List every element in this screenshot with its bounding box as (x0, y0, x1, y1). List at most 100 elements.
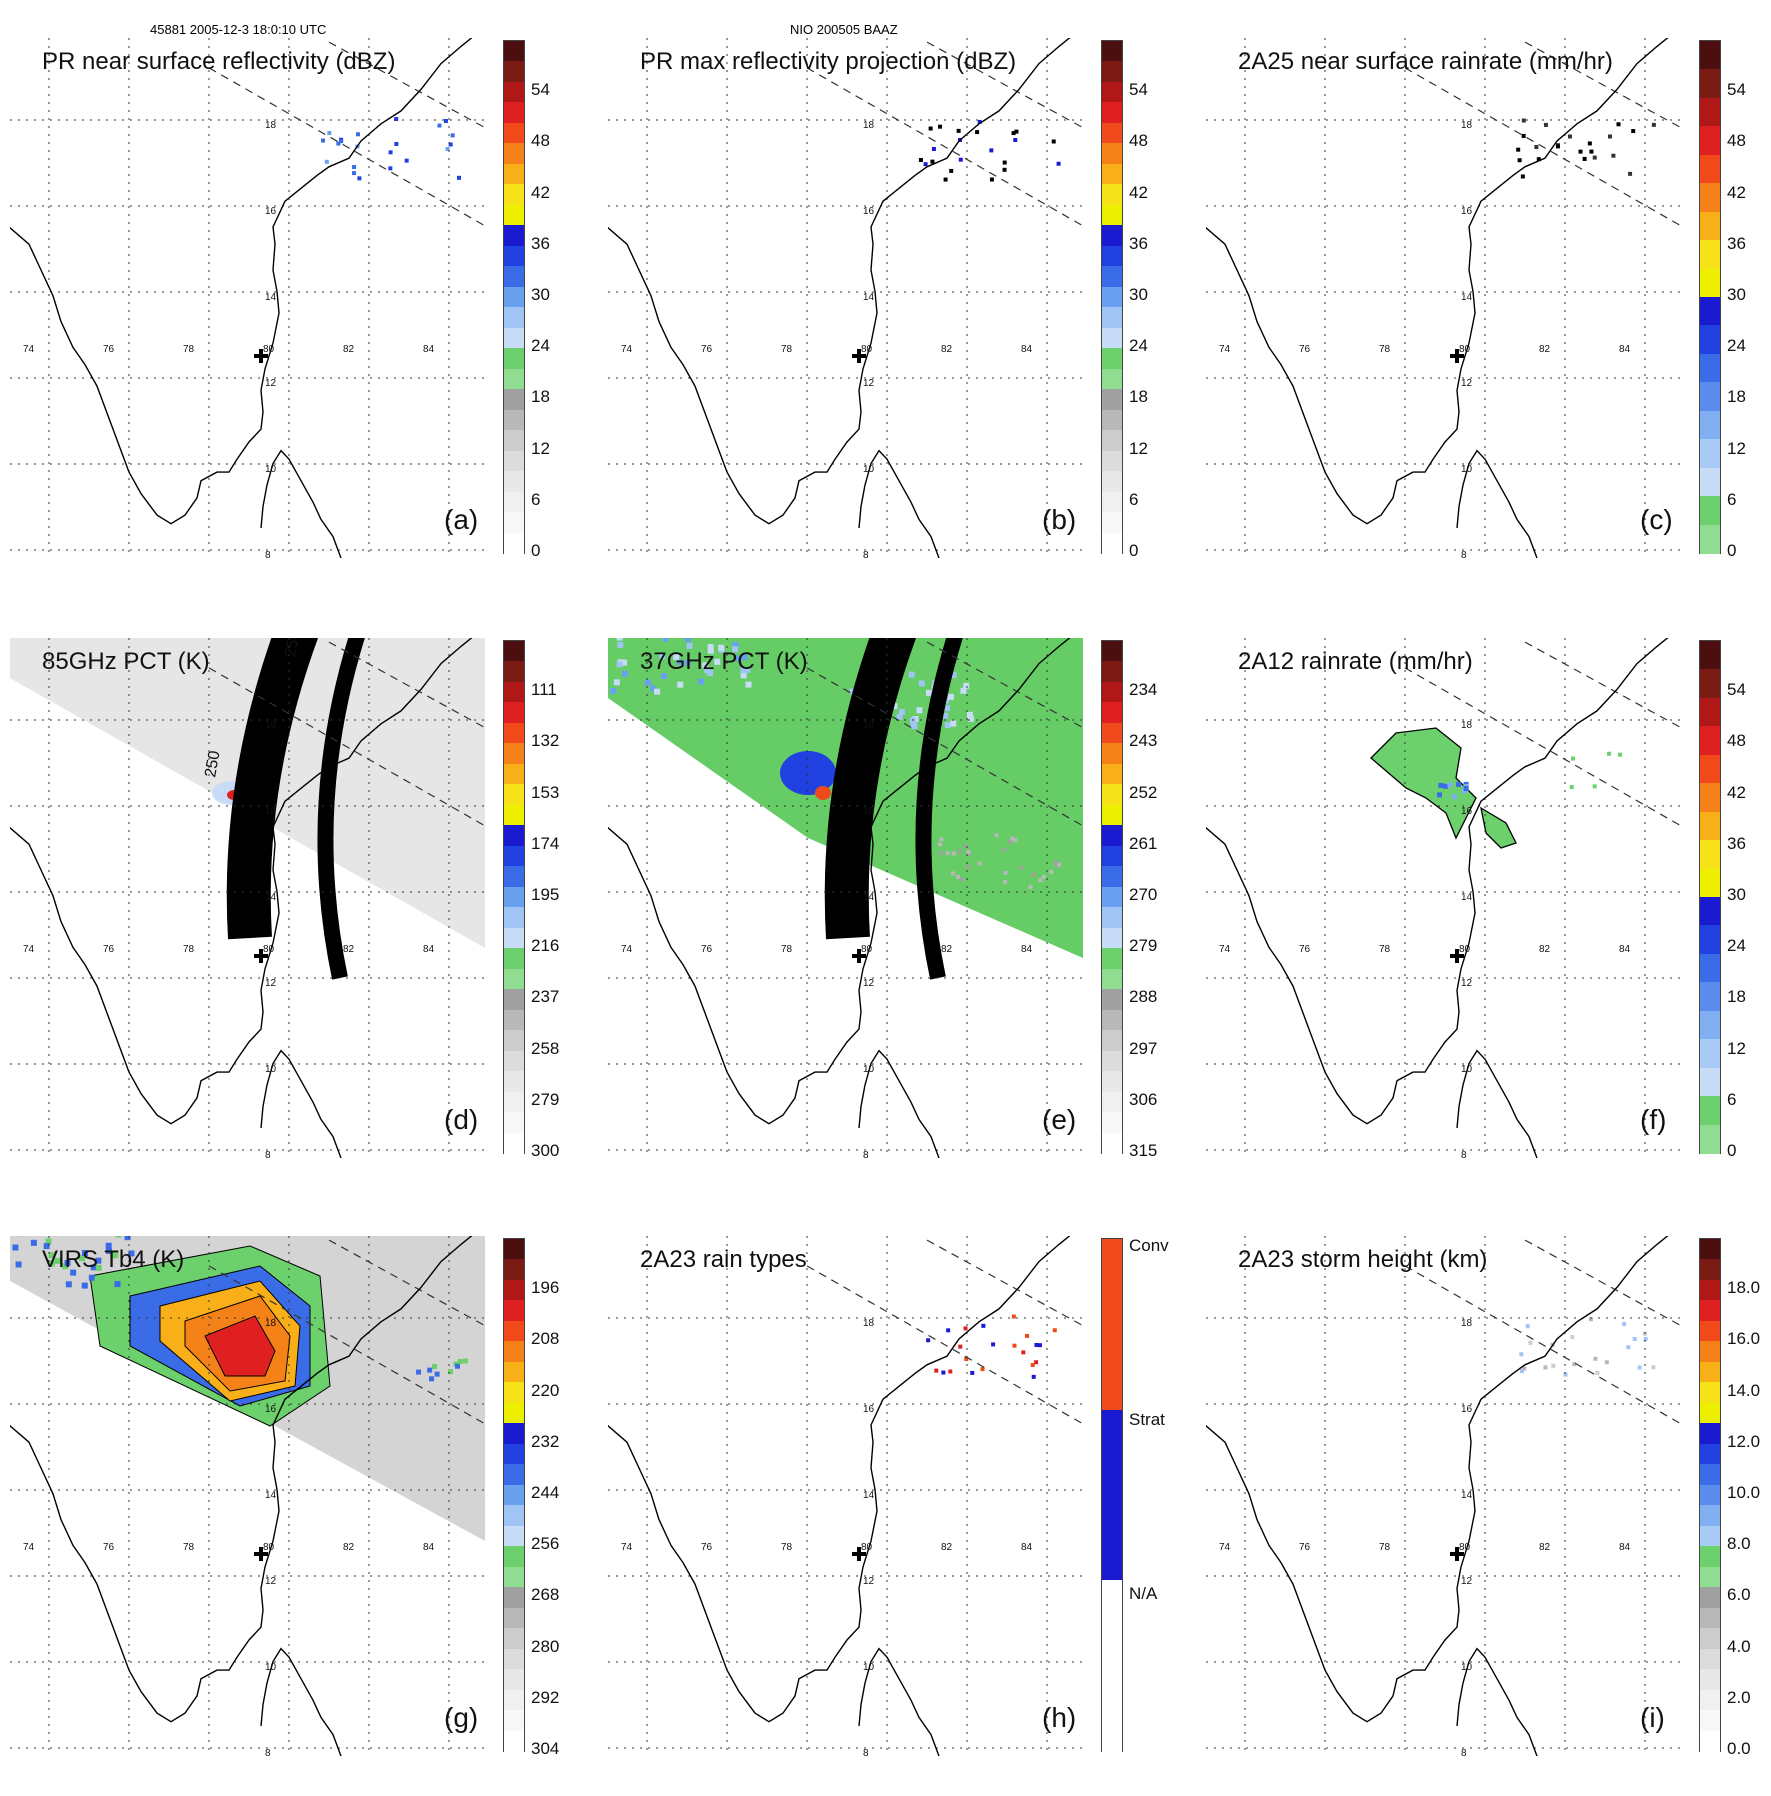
lon-label: 82 (1539, 1542, 1551, 1553)
rain-pixel (614, 679, 620, 685)
lon-label: 76 (103, 1542, 115, 1553)
colorbar-swatch (1102, 266, 1122, 287)
colorbar-tick: 6 (1727, 1090, 1736, 1110)
rain-pixel (950, 721, 956, 727)
rain-pixel (1012, 1315, 1016, 1319)
rain-pixel (1622, 1322, 1626, 1326)
rain-pixel (427, 1368, 432, 1373)
rain-pixel (455, 1364, 460, 1369)
colorbar-swatch (1102, 969, 1122, 990)
colorbar-tick: 208 (531, 1329, 559, 1349)
rain-pixel (1583, 157, 1587, 161)
colorbar-swatch (1102, 348, 1122, 369)
colorbar-swatch (504, 307, 524, 328)
rain-pixel (966, 865, 970, 869)
colorbar-tick: 216 (531, 936, 559, 956)
rain-pixel (1579, 150, 1583, 154)
colorbar-swatch (1102, 805, 1122, 826)
colorbar-tick: N/A (1129, 1584, 1157, 1604)
colorbar-tick: 24 (531, 336, 550, 356)
colorbar-swatch (1700, 1382, 1720, 1403)
colorbar-tick: 12 (1129, 439, 1148, 459)
colorbar-tick: 252 (1129, 783, 1157, 803)
pr-swath-boundary (1405, 68, 1681, 244)
colorbar-tick: 174 (531, 834, 559, 854)
rain-pixel (1518, 158, 1522, 162)
rain-pixel (1543, 1365, 1547, 1369)
lon-label: 76 (1299, 944, 1311, 955)
rain-pixel (125, 1236, 131, 1240)
colorbar-tick: 10.0 (1727, 1483, 1760, 1503)
lat-label: 8 (1461, 1748, 1467, 1756)
lon-label: 78 (183, 344, 195, 355)
colorbar-frame (503, 640, 525, 1154)
lat-label: 18 (863, 120, 875, 131)
colorbar-swatch (504, 1690, 524, 1711)
colorbar-swatch (1700, 325, 1720, 354)
lon-label: 78 (1379, 944, 1391, 955)
colorbar-swatch (504, 164, 524, 185)
lon-label: 76 (701, 344, 713, 355)
colorbar-tick: 0 (1129, 541, 1138, 561)
lon-label: 78 (183, 1542, 195, 1553)
lat-label: 14 (265, 1490, 277, 1501)
rain-pixel (1057, 162, 1061, 166)
colorbar-swatch (1102, 1239, 1122, 1410)
rain-pixel (1521, 174, 1525, 178)
colorbar-tick: 36 (1727, 234, 1746, 254)
colorbar-swatch (504, 764, 524, 785)
colorbar-swatch (1700, 1628, 1720, 1649)
colorbar-tick: 288 (1129, 987, 1157, 1007)
colorbar-swatch (504, 184, 524, 205)
lat-label: 18 (1461, 120, 1473, 131)
lat-label: 10 (1461, 1662, 1473, 1673)
rain-pixel (1031, 873, 1035, 877)
rain-pixel (339, 139, 343, 143)
rain-pixel (432, 1364, 437, 1369)
colorbar-swatch (504, 266, 524, 287)
colorbar-tick: 243 (1129, 731, 1157, 751)
colorbar-swatch (1102, 328, 1122, 349)
panel-letter: (f) (1640, 1104, 1666, 1136)
colorbar-tick: 132 (531, 731, 559, 751)
colorbar-swatch (504, 492, 524, 513)
colorbar-swatch (1102, 164, 1122, 185)
colorbar-swatch (504, 1710, 524, 1731)
rain-pixel (1013, 138, 1017, 142)
rain-pixel (617, 642, 623, 648)
colorbar-tick: 24 (1727, 936, 1746, 956)
colorbar-swatch (504, 1485, 524, 1506)
colorbar-tick: 18 (531, 387, 550, 407)
lat-label: 12 (863, 978, 875, 989)
rain-pixel (1544, 123, 1548, 127)
colorbar-swatch (1700, 240, 1720, 269)
colorbar-tick: 2.0 (1727, 1688, 1751, 1708)
lat-label: 12 (1461, 378, 1473, 389)
colorbar-swatch (1102, 430, 1122, 451)
lat-label: 14 (265, 292, 277, 303)
rain-pixel (352, 171, 356, 175)
colorbar-tick: 16.0 (1727, 1329, 1760, 1349)
colorbar-tick: 30 (531, 285, 550, 305)
rain-pixel (919, 158, 923, 162)
panel-title: 2A23 storm height (km) (1238, 1246, 1487, 1274)
colorbar-swatch (504, 41, 524, 62)
india-coastline (10, 38, 477, 524)
lat-label: 14 (1461, 892, 1473, 903)
lon-label: 78 (781, 1542, 793, 1553)
lon-label: 82 (343, 944, 355, 955)
rain-pixel (1437, 792, 1442, 797)
colorbar-tick: 54 (1129, 80, 1148, 100)
rain-pixel (1456, 782, 1461, 787)
colorbar-tick: 30 (1727, 285, 1746, 305)
colorbar-swatch (1700, 269, 1720, 298)
rain-pixel (899, 709, 905, 715)
lon-label: 80 (263, 944, 275, 955)
colorbar-swatch (1700, 1011, 1720, 1040)
colorbar-swatch (1700, 212, 1720, 241)
rain-pixel (1593, 784, 1597, 788)
colorbar-tick: 4.0 (1727, 1637, 1751, 1657)
colorbar-tick: 300 (531, 1141, 559, 1161)
